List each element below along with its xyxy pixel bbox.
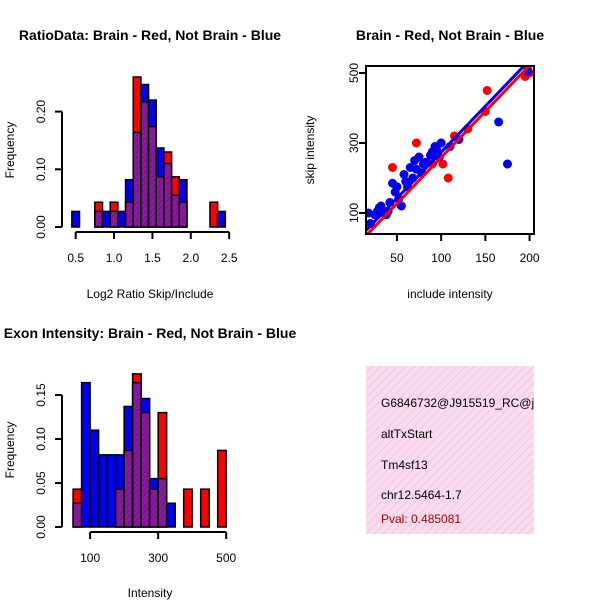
ratio-bar-overlap (155, 176, 165, 228)
ratio-bar-overlap (140, 101, 150, 228)
intensity-bar-not-brain (97, 454, 108, 528)
scatter-x-tick-label: 150 (475, 251, 495, 265)
ratio-x-axis-label: Log2 Ratio Skip/Include (87, 287, 214, 301)
scatter-point-not-brain (436, 138, 446, 148)
scatter-x-tick-label: 200 (520, 251, 540, 265)
ratio-bar-overlap (163, 162, 173, 228)
ratio-x-tick-label: 2.0 (182, 251, 199, 265)
scatter-point-brain (482, 86, 492, 95)
ratio-x-tick-label: 0.5 (67, 251, 84, 265)
ratio-bar-not-brain (101, 210, 111, 228)
ratio-x-tick-label: 1.5 (144, 251, 161, 265)
ratio-bar-overlap (94, 210, 104, 228)
scatter-point-brain (411, 138, 421, 148)
ratio-bar-overlap (132, 131, 142, 228)
intensity-bar-overlap (123, 449, 134, 528)
scatter-point-not-brain (502, 159, 512, 169)
scatter-y-tick-label: 500 (347, 63, 361, 83)
intensity-bar-brain (199, 488, 210, 528)
scatter-plot-area (366, 66, 534, 234)
intensity-bar-overlap (140, 411, 151, 528)
scatter-point-brain (438, 159, 448, 169)
scatter-x-tick-label: 50 (390, 251, 404, 265)
intensity-scatter: Brain - Red, Not Brain - Blue include int… (303, 27, 544, 301)
pval-text: Pval: 0.485081 (381, 512, 461, 526)
ratio-title: RatioData: Brain - Red, Not Brain - Blue (19, 27, 281, 43)
intensity-bar-brain (216, 449, 227, 528)
ratio-bar-not-brain (71, 210, 81, 228)
ratio-bar-overlap (124, 201, 134, 228)
ratio-bar-brain (209, 201, 219, 228)
scatter-fit-line-not-brain-fit (366, 66, 526, 232)
scatter-x-axis-label: include intensity (407, 287, 492, 301)
scatter-y-tick-label: 300 (347, 133, 361, 153)
ratio-y-axis-label: Frequency (3, 122, 17, 179)
intensity-x-tick-label: 300 (148, 551, 168, 565)
event-type-text: altTxStart (381, 427, 433, 441)
intensity-bar-overlap (157, 477, 168, 528)
intensity-y-tick-label: 0.00 (34, 515, 48, 539)
ratio-y-tick-label: 0.20 (34, 100, 48, 124)
ratio-bar-overlap (178, 201, 188, 228)
gene-name-text: Tm4sf13 (381, 458, 428, 472)
scatter-point-not-brain (399, 170, 409, 179)
intensity-x-tick-label: 500 (216, 551, 236, 565)
scatter-point-not-brain (396, 201, 406, 211)
ratio-x-tick-label: 1.0 (106, 251, 123, 265)
ratio-x-tick-label: 2.5 (221, 251, 238, 265)
info-panel-clip: G6846732@J915519_RC@j_at altTxStart Tm4s… (381, 396, 551, 526)
intensity-bar-not-brain (80, 381, 91, 528)
scatter-fit-line-brain-fit (366, 66, 532, 234)
intensity-bar-brain (182, 488, 193, 528)
ratio-y-tick-label: 0.10 (34, 157, 48, 181)
intensity-bar-overlap (72, 502, 83, 528)
intensity-y-tick-label: 0.10 (34, 427, 48, 451)
intensity-bar-overlap (131, 381, 142, 528)
scatter-x-tick-label: 100 (431, 251, 451, 265)
intensity-bar-not-brain (106, 454, 117, 528)
intensity-y-tick-label: 0.05 (34, 471, 48, 495)
ratio-bar-overlap (109, 210, 119, 228)
intensity-x-axis-label: Intensity (128, 586, 173, 600)
intensity-bar-not-brain (89, 429, 100, 528)
ratio-y-tick-label: 0.00 (34, 215, 48, 239)
scatter-plot-frame (365, 65, 535, 235)
location-text: chr12.5464-1.7 (381, 488, 462, 502)
scatter-title: Brain - Red, Not Brain - Blue (356, 27, 544, 43)
scatter-point-not-brain (432, 145, 442, 155)
ratio-bar-overlap (147, 125, 158, 228)
scatter-point-brain (388, 163, 398, 172)
intensity-x-tick-label: 100 (80, 551, 100, 565)
intensity-bar-overlap (148, 488, 159, 528)
scatter-point-not-brain (414, 152, 424, 162)
scatter-point-not-brain (366, 219, 375, 228)
info-panel: G6846732@J915519_RC@j_at altTxStart Tm4s… (366, 366, 551, 534)
intensity-y-axis-label: Frequency (3, 422, 17, 479)
scatter-y-tick-label: 100 (347, 203, 361, 223)
info-panel-background (366, 366, 534, 534)
intensity-bar-not-brain (165, 502, 176, 528)
probe-id-text: G6846732@J915519_RC@j_at (381, 396, 551, 410)
intensity-bar-overlap (114, 488, 125, 528)
ratio-histogram: RatioData: Brain - Red, Not Brain - Blue… (3, 27, 281, 301)
intensity-histogram: Exon Intensity: Brain - Red, Not Brain -… (3, 325, 296, 600)
ratio-bar-overlap (170, 194, 181, 228)
ratio-bar-not-brain (216, 210, 227, 228)
scatter-point-not-brain (392, 182, 402, 192)
intensity-y-tick-label: 0.15 (34, 383, 48, 407)
ratio-bar-not-brain (117, 210, 127, 228)
scatter-point-not-brain (494, 117, 504, 127)
scatter-y-axis-label: skip intensity (303, 116, 317, 185)
scatter-point-brain (443, 173, 453, 183)
intensity-title: Exon Intensity: Brain - Red, Not Brain -… (4, 325, 297, 341)
